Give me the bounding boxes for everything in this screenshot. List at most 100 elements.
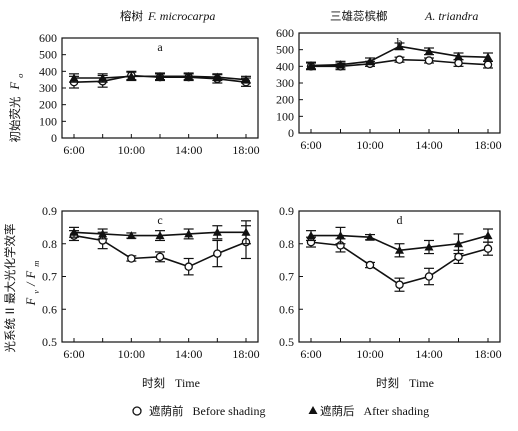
data-point-after-shading — [126, 231, 136, 240]
data-point-after-shading — [336, 231, 345, 240]
data-point-after-shading — [395, 245, 404, 254]
data-point-after-shading — [365, 56, 375, 65]
panel-letter: a — [157, 40, 163, 54]
legend-after-marker — [308, 406, 318, 414]
fraction-slash: / — [24, 281, 38, 287]
data-point-after-shading — [98, 73, 108, 82]
data-point-after-shading — [241, 227, 251, 236]
x-tick-label: 14:00 — [415, 138, 442, 152]
y-tick-label: 300 — [39, 81, 57, 95]
x-tick-label: 6:00 — [63, 347, 84, 361]
data-point-after-shading — [69, 73, 79, 82]
fm-symbol: F — [24, 270, 38, 279]
y-tick-label: 0.8 — [42, 237, 57, 251]
xlabel-right-cn: 时刻 — [376, 376, 399, 390]
data-point-before-shading — [213, 249, 222, 258]
y-tick-label: 100 — [276, 109, 294, 123]
data-point-after-shading — [395, 41, 404, 50]
row-top-ylabel: 初始荧光 F o — [6, 74, 25, 143]
data-point-after-shading — [155, 71, 165, 80]
y-tick-label: 0 — [51, 131, 57, 145]
data-point-before-shading — [127, 254, 136, 263]
row-top-ylabel-subscript: o — [15, 74, 25, 78]
row-top-ylabel-cn: 初始荧光 — [8, 96, 22, 142]
data-point-after-shading — [483, 52, 493, 61]
legend-after-en: After shading — [364, 404, 430, 418]
y-tick-label: 500 — [39, 48, 57, 62]
data-point-after-shading — [98, 229, 108, 238]
svg-text:F v / F: F v / F m — [22, 261, 43, 307]
data-point-after-shading — [365, 232, 375, 241]
x-tick-label: 18:00 — [474, 347, 501, 361]
row-bottom-ylabel: 光系统 II 最大光化学效率 — [3, 223, 17, 352]
col-right-title-en: A. triandra — [424, 9, 478, 23]
data-point-before-shading — [365, 260, 375, 270]
x-tick-label: 18:00 — [232, 143, 259, 157]
data-point-after-shading — [69, 227, 79, 236]
data-point-before-shading — [395, 280, 404, 289]
svg-text:初始荧光 F o: 初始荧光 F o — [6, 74, 25, 143]
data-point-before-shading — [454, 252, 463, 262]
data-point-after-shading — [454, 51, 463, 60]
data-point-after-shading — [306, 231, 316, 240]
panel-letter: d — [397, 213, 403, 227]
data-point-after-shading — [483, 231, 493, 240]
y-tick-label: 300 — [276, 76, 294, 90]
col-left-title-en: F. microcarpa — [147, 9, 215, 23]
y-tick-label: 0.7 — [279, 270, 294, 284]
y-tick-label: 600 — [276, 26, 294, 40]
y-tick-label: 0.5 — [279, 335, 294, 349]
y-tick-label: 500 — [276, 43, 294, 57]
legend-before-label: 遮荫前 Before shading — [149, 402, 265, 419]
x-tick-label: 6:00 — [300, 347, 321, 361]
x-tick-label: 14:00 — [415, 347, 442, 361]
data-point-before-shading — [483, 60, 493, 69]
x-tick-label: 18:00 — [232, 347, 259, 361]
data-point-after-shading — [212, 227, 222, 236]
x-tick-label: 10:00 — [356, 347, 383, 361]
y-tick-label: 0 — [288, 126, 294, 140]
panel-frame — [298, 210, 501, 343]
panel-d: 0.5 0.6 0.7 0.8 0.9 6:00 10:00 14:00 18:00 d — [279, 204, 502, 361]
x-tick-label: 6:00 — [300, 138, 321, 152]
data-point-after-shading — [212, 72, 222, 81]
y-tick-label: 0.9 — [42, 204, 57, 218]
col-right-title-cn: 三雄蕊槟榔 — [330, 9, 388, 23]
y-tick-label: 200 — [39, 98, 57, 112]
legend-before-cn: 遮荫前 — [149, 404, 184, 418]
data-point-before-shading — [155, 252, 165, 262]
x-tick-label: 14:00 — [175, 347, 202, 361]
col-left-title-cn: 榕树 — [120, 9, 143, 23]
legend: 遮荫前 Before shading 遮荫后 After shading — [132, 402, 430, 419]
y-tick-label: 400 — [276, 59, 294, 73]
data-point-before-shading — [184, 262, 193, 271]
fv-symbol: F — [24, 297, 38, 306]
x-tick-label: 10:00 — [118, 143, 145, 157]
y-tick-label: 200 — [276, 93, 294, 107]
panel-a: 0 100 200 300 400 500 600 6:00 10:00 14:00 18:00 a — [39, 31, 260, 157]
y-tick-label: 0.7 — [42, 270, 57, 284]
data-point-after-shading — [155, 231, 165, 240]
legend-before-marker — [132, 406, 142, 416]
fm-subscript: m — [31, 261, 41, 267]
data-point-after-shading — [336, 60, 345, 69]
data-point-before-shading — [454, 58, 463, 68]
x-tick-label: 10:00 — [118, 347, 145, 361]
row-bottom-ylabel-formula: F v / F m — [22, 261, 43, 307]
xlabel-right-en: Time — [409, 376, 434, 390]
legend-before-en: Before shading — [193, 404, 266, 418]
row-bottom-ylabel-cn: 光系统 II 最大光化学效率 — [3, 223, 17, 352]
data-point-after-shading — [126, 71, 136, 80]
xlabel-left: 时刻 Time — [142, 374, 200, 391]
data-point-before-shading — [424, 272, 434, 281]
legend-after-cn: 遮荫后 — [320, 404, 355, 418]
y-tick-label: 0.6 — [42, 302, 57, 316]
x-tick-label: 18:00 — [474, 138, 501, 152]
x-tick-label: 14:00 — [175, 143, 202, 157]
xlabel-left-en: Time — [175, 376, 200, 390]
row-top-ylabel-symbol: F — [8, 81, 22, 90]
data-point-after-shading — [184, 71, 194, 80]
x-tick-label: 10:00 — [356, 138, 383, 152]
